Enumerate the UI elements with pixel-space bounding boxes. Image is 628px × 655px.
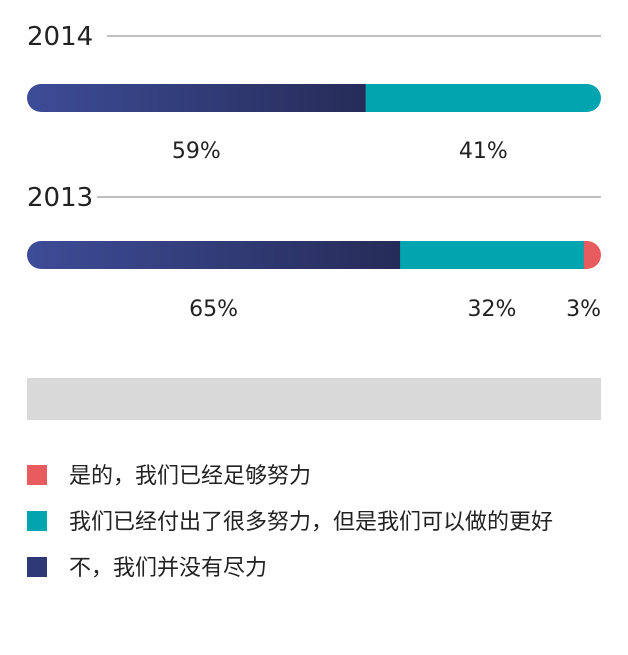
chart-canvas: 2014 59% 41% 2013 65% 32% 3%	[27, 22, 601, 322]
year-2013-label: 2013	[27, 183, 93, 213]
year-2013-bar	[27, 241, 601, 269]
legend-label-could-do-better: 我们已经付出了很多努力，但是我们可以做的更好	[69, 510, 554, 535]
legend: 是的，我们已经足够努力 我们已经付出了很多努力，但是我们可以做的更好 不，我们并…	[27, 455, 601, 593]
legend-swatch-no	[27, 557, 47, 577]
year-2014-segment-2	[365, 84, 601, 112]
gray-divider-band	[27, 378, 601, 420]
legend-label-no: 不，我们并没有尽力	[69, 556, 268, 581]
legend-swatch-yes	[27, 465, 47, 485]
year-2013-value-label-1: 65%	[189, 297, 238, 322]
year-2013-segment-3	[583, 241, 601, 269]
legend-item-no: 不，我们并没有尽力	[27, 547, 601, 591]
legend-item-yes: 是的，我们已经足够努力	[27, 455, 601, 499]
year-2014-segment-1	[27, 84, 367, 112]
year-2013-value-label-3: 3%	[566, 297, 601, 322]
legend-swatch-could-do-better	[27, 511, 47, 531]
year-2013-segment-2	[400, 241, 585, 269]
year-2014-bar	[27, 84, 601, 112]
year-2014-value-label-1: 59%	[172, 139, 221, 164]
year-2013-segment-1	[27, 241, 401, 269]
legend-label-yes: 是的，我们已经足够努力	[69, 464, 312, 489]
year-2014-label: 2014	[27, 22, 93, 52]
legend-item-could-do-better: 我们已经付出了很多努力，但是我们可以做的更好	[27, 501, 601, 545]
year-2013-value-label-2: 32%	[467, 297, 516, 322]
year-2014-value-label-2: 41%	[459, 139, 508, 164]
